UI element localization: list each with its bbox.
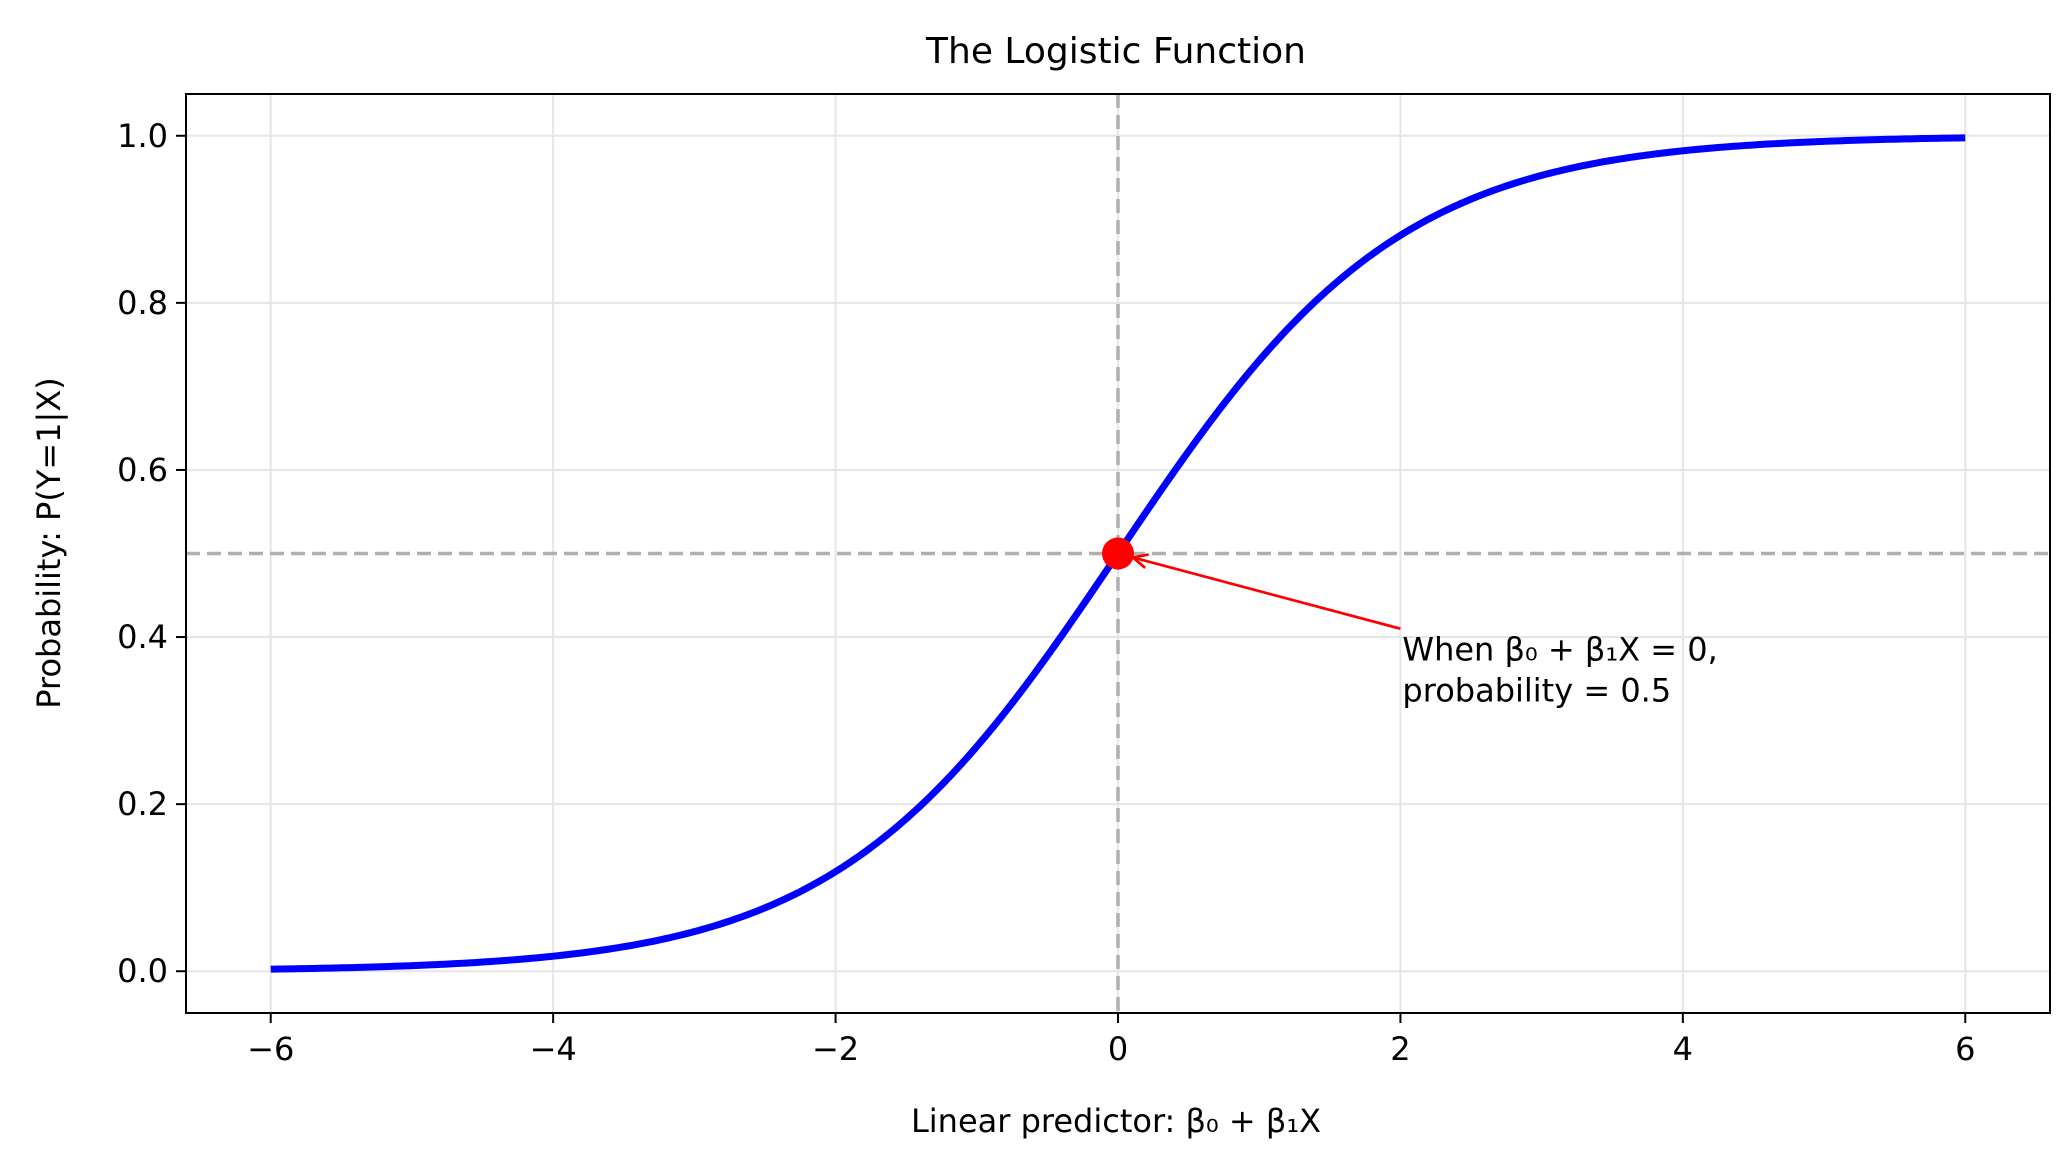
x-axis-ticks: −6 −4 −2 0 2 4 6 [247,1013,1975,1068]
y-tick-label-1: 0.2 [117,785,168,823]
y-tick-label-5: 1.0 [117,117,168,155]
x-tick-label-1: −4 [530,1030,577,1068]
y-tick-label-0: 0.0 [117,952,168,990]
y-tick-label-2: 0.4 [117,618,168,656]
x-tick-label-2: −2 [812,1030,859,1068]
y-tick-label-4: 0.8 [117,284,168,322]
x-tick-label-6: 6 [1955,1030,1975,1068]
x-tick-label-0: −6 [247,1030,294,1068]
annotation-line-1: When β₀ + β₁X = 0, [1402,631,1717,669]
x-tick-label-5: 4 [1673,1030,1693,1068]
y-axis-ticks: 0.0 0.2 0.4 0.6 0.8 1.0 [117,117,186,990]
highlight-point [1102,537,1134,570]
x-tick-label-4: 2 [1390,1030,1410,1068]
y-axis-label: Probability: P(Y=1|X) [30,377,68,708]
annotation-line-2: probability = 0.5 [1402,672,1671,710]
annotation-text: When β₀ + β₁X = 0, probability = 0.5 [1402,631,1728,710]
x-axis-label: Linear predictor: β₀ + β₁X [911,1102,1321,1140]
y-tick-label-3: 0.6 [117,451,168,489]
annotation-arrow [1132,556,1401,630]
chart-title: The Logistic Function [925,31,1306,72]
x-tick-label-3: 0 [1108,1030,1128,1068]
